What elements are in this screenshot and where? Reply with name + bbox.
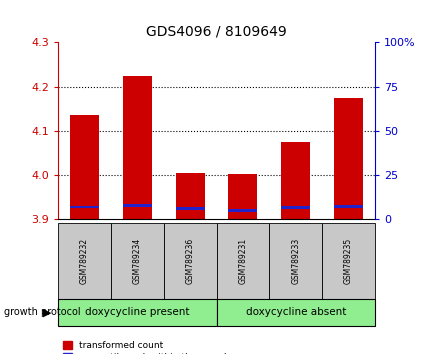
Bar — [175, 207, 204, 210]
Bar — [123, 76, 151, 219]
Text: GSM789235: GSM789235 — [343, 238, 352, 284]
Text: GSM789236: GSM789236 — [185, 238, 194, 284]
FancyBboxPatch shape — [216, 299, 374, 326]
Text: ▶: ▶ — [43, 307, 52, 318]
FancyBboxPatch shape — [269, 223, 322, 299]
Text: GSM789232: GSM789232 — [80, 238, 89, 284]
FancyBboxPatch shape — [111, 223, 163, 299]
FancyBboxPatch shape — [322, 223, 374, 299]
Bar — [175, 173, 204, 219]
Bar — [70, 115, 99, 219]
Text: doxycycline absent: doxycycline absent — [245, 307, 345, 318]
Bar — [333, 98, 362, 219]
Text: doxycycline present: doxycycline present — [85, 307, 189, 318]
Text: GSM789233: GSM789233 — [291, 238, 300, 284]
Legend: transformed count, percentile rank within the sample: transformed count, percentile rank withi… — [62, 341, 231, 354]
FancyBboxPatch shape — [58, 299, 216, 326]
Bar — [123, 205, 151, 207]
Bar — [228, 175, 257, 219]
Title: GDS4096 / 8109649: GDS4096 / 8109649 — [146, 24, 286, 39]
FancyBboxPatch shape — [216, 223, 269, 299]
Bar — [281, 206, 310, 209]
Text: GSM789234: GSM789234 — [132, 238, 141, 284]
Bar — [70, 206, 99, 209]
FancyBboxPatch shape — [58, 223, 111, 299]
Bar — [333, 205, 362, 207]
Bar — [281, 142, 310, 219]
Text: GSM789231: GSM789231 — [238, 238, 247, 284]
Bar — [228, 209, 257, 211]
FancyBboxPatch shape — [163, 223, 216, 299]
Text: growth protocol: growth protocol — [4, 307, 81, 318]
